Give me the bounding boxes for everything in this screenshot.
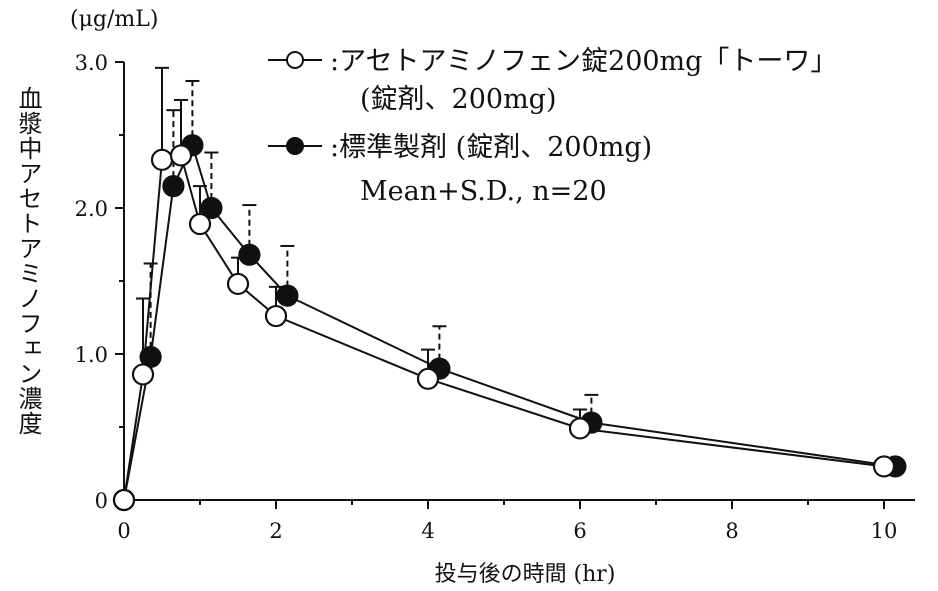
- data-point-reference: [200, 196, 223, 220]
- y-tick-label: 3.0: [75, 51, 108, 75]
- legend: :アセトアミノフェン錠200mg「トーワ」 (錠剤、200mg) :標準製剤 (…: [268, 46, 837, 207]
- x-tick-label: 8: [725, 519, 738, 543]
- data-point-reference: [276, 284, 299, 307]
- legend-marker-filled-circle: [286, 137, 304, 155]
- data-point-reference: [162, 175, 185, 198]
- data-point-test: [131, 363, 155, 386]
- legend-label-reference: :標準製剤 (錠剤、200mg): [330, 132, 652, 163]
- x-tick-label: 6: [573, 519, 586, 543]
- y-tick-label: 0: [95, 489, 108, 513]
- y-axis-label: 血漿中アセトアミノフェン濃度: [14, 86, 42, 436]
- data-points: [112, 134, 907, 512]
- y-tick-label: 1.0: [75, 343, 108, 367]
- data-point-test: [112, 488, 136, 512]
- data-point-test: [188, 212, 212, 236]
- data-point-test: [169, 144, 193, 167]
- axes: 0 1.0 2.0 3.0 0 2 4 6 8 10: [75, 51, 915, 543]
- series-lines: [123, 142, 896, 501]
- series-line-reference: [123, 142, 896, 501]
- series-line-test: [123, 154, 885, 501]
- data-point-test: [264, 304, 288, 328]
- data-point-reference: [238, 243, 261, 266]
- y-unit-label: (μg/mL): [70, 7, 158, 32]
- data-point-test: [416, 367, 440, 390]
- x-tick-label: 0: [117, 519, 130, 543]
- legend-marker-open-circle: [286, 51, 304, 69]
- data-point-test: [872, 455, 896, 478]
- y-tick-label: 2.0: [75, 197, 108, 221]
- legend-note: Mean+S.D., n=20: [360, 176, 607, 207]
- x-tick-label: 4: [421, 519, 434, 543]
- data-point-test: [568, 417, 592, 440]
- x-axis-label: 投与後の時間 (hr): [435, 562, 616, 587]
- x-tick-label: 10: [871, 519, 898, 543]
- x-tick-label: 2: [269, 519, 282, 543]
- data-point-test: [150, 148, 174, 171]
- data-point-test: [226, 272, 250, 296]
- legend-label-test-line2: (錠剤、200mg): [360, 84, 557, 115]
- legend-label-test: :アセトアミノフェン錠200mg「トーワ」: [330, 46, 837, 77]
